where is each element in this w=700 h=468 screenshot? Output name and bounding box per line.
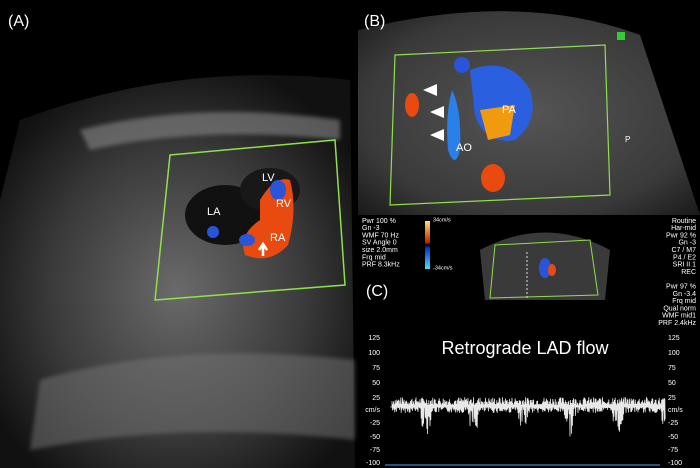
setting-text: size 2.0mm — [362, 247, 398, 254]
scale-label: -100 — [366, 460, 380, 467]
setting-text: WMF 70 Hz — [362, 232, 399, 239]
setting-text: Qual norm — [663, 305, 696, 312]
setting-text: SV Angle 0 — [362, 240, 397, 247]
scale-label: -75 — [668, 447, 678, 454]
scale-label: -25 — [668, 420, 678, 427]
scale-label: -34cm/s — [433, 265, 453, 271]
color-flow-blue — [239, 234, 255, 246]
doppler-waveform — [391, 397, 666, 437]
structure-label: LA — [207, 206, 221, 218]
arrow — [257, 241, 269, 256]
setting-text: Har-mid — [671, 225, 696, 232]
color-bar — [425, 221, 430, 269]
scale-label: 125 — [368, 335, 380, 342]
setting-text: Gn -3 — [362, 225, 380, 232]
setting-text: SRI II 1 — [673, 262, 696, 269]
indicator — [617, 32, 625, 40]
structure-label: PA — [502, 104, 517, 116]
scale-label: 34cm/s — [433, 217, 451, 223]
setting-text: Gn -3 — [678, 240, 696, 247]
color-flow-red — [548, 264, 556, 276]
scale-label: cm/s — [365, 407, 380, 414]
structure-label: RV — [276, 198, 292, 210]
scale-label: 50 — [372, 380, 380, 387]
scale-label: 125 — [668, 335, 680, 342]
setting-text: PRF 8.3kHz — [362, 262, 400, 269]
tissue — [30, 353, 355, 450]
panel-label: (C) — [366, 283, 388, 300]
scale-label: 75 — [372, 365, 380, 372]
setting-text: Frq mid — [672, 298, 696, 305]
scale-label: -25 — [370, 420, 380, 427]
scale-label: 100 — [368, 350, 380, 357]
setting-text: Frq mid — [362, 254, 386, 261]
arrowheads — [423, 84, 444, 141]
edge-marker: P — [625, 135, 630, 144]
panel-label: (A) — [8, 13, 29, 30]
setting-text: PRF 2.4kHz — [658, 320, 696, 327]
panel-label: (B) — [364, 13, 385, 30]
scale-label: 100 — [668, 350, 680, 357]
color-flow-blue — [270, 180, 286, 200]
color-flow-blue — [454, 57, 470, 73]
tissue — [80, 112, 340, 150]
setting-text: REC — [681, 269, 696, 276]
scale-label: -50 — [370, 434, 380, 441]
roi-box — [389, 44, 611, 206]
color-flow-blue — [447, 90, 461, 160]
setting-text: P4 / E2 — [673, 254, 696, 261]
color-flow-red — [481, 164, 505, 192]
setting-text: WMF mid1 — [662, 313, 696, 320]
color-flow-blue — [207, 226, 219, 238]
color-flow-blue — [539, 258, 551, 278]
setting-text: Routine — [672, 218, 696, 225]
setting-text: Pwr 100 % — [362, 218, 396, 225]
roi-box — [154, 139, 346, 301]
structure-label: RA — [270, 232, 286, 244]
structure-label: LV — [262, 172, 275, 184]
scale-label: -100 — [668, 460, 682, 467]
color-flow-orange — [480, 105, 515, 140]
color-flow-red — [405, 93, 419, 117]
scale-label: 50 — [668, 380, 676, 387]
scale-label: 25 — [668, 395, 676, 402]
structure-label: AO — [456, 142, 472, 154]
plot-title: Retrograde LAD flow — [441, 338, 609, 358]
scale-label: -75 — [370, 447, 380, 454]
scale-label: 75 — [668, 365, 676, 372]
scale-label: cm/s — [668, 407, 683, 414]
scale-label: -50 — [668, 434, 678, 441]
setting-text: Gn -3.4 — [673, 291, 696, 298]
scale-label: 25 — [372, 395, 380, 402]
setting-text: Pwr 92 % — [666, 232, 696, 239]
setting-text: Pwr 97 % — [666, 284, 696, 291]
setting-text: C7 / M7 — [671, 247, 696, 254]
roi-box — [489, 239, 599, 299]
